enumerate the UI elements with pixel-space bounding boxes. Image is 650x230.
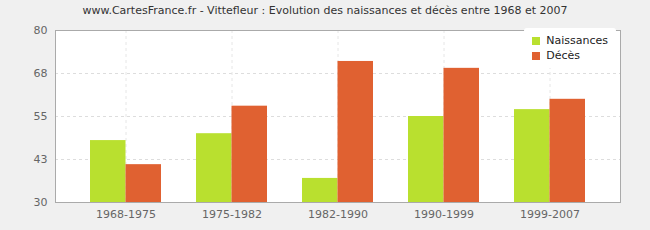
svg-text:55: 55 bbox=[34, 110, 48, 123]
svg-text:30: 30 bbox=[34, 196, 48, 209]
svg-text:1982-1990: 1982-1990 bbox=[308, 208, 368, 221]
svg-text:1999-2007: 1999-2007 bbox=[520, 208, 580, 221]
html-text:Naissances: Naissances bbox=[546, 34, 608, 47]
svg-text:80: 80 bbox=[34, 24, 48, 37]
svg-text:1990-1999: 1990-1999 bbox=[414, 208, 474, 221]
html-text:www.CartesFrance.fr - Vittefle: www.CartesFrance.fr - Vittefleur : Evolu… bbox=[82, 4, 568, 17]
svg-text:1968-1975: 1968-1975 bbox=[96, 208, 156, 221]
html-text:Décès: Décès bbox=[546, 49, 580, 62]
svg-text:1975-1982: 1975-1982 bbox=[202, 208, 262, 221]
svg-text:68: 68 bbox=[34, 67, 48, 80]
svg-text:43: 43 bbox=[34, 153, 48, 166]
